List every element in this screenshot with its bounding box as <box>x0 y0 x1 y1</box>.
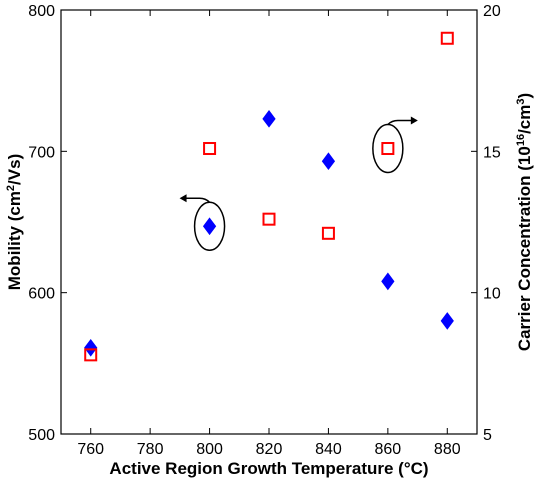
mobility-point <box>321 152 336 171</box>
carrier-concentration-point <box>203 142 217 156</box>
x-tick-label: 860 <box>375 441 402 458</box>
mobility-point <box>84 338 98 357</box>
plot-frame <box>60 9 478 435</box>
carrier-concentration-point <box>381 142 395 156</box>
carrier-concentration-point <box>84 348 98 362</box>
mobility-point <box>262 109 276 128</box>
annotation-arrow-line <box>387 119 414 126</box>
annotation-arrowhead <box>179 194 187 203</box>
x-tick-label: 800 <box>196 441 223 458</box>
y-left-tick-label: 600 <box>28 286 55 303</box>
y-right-tick-label: 5 <box>483 427 492 444</box>
y-left-tick-label: 800 <box>28 3 55 20</box>
y-axis-label-left: Mobility (cm2/Vs) <box>5 154 24 290</box>
mobility-point <box>440 312 454 330</box>
x-tick-label: 820 <box>256 441 283 458</box>
x-tick-label: 780 <box>137 441 164 458</box>
annotation-ellipse <box>372 123 404 174</box>
carrier-concentration-point <box>262 212 276 226</box>
annotations <box>179 116 418 251</box>
carrier-concentration-point <box>321 226 335 240</box>
x-axis-label: Active Region Growth Temperature (°C) <box>109 459 428 478</box>
y-right-tick-label: 15 <box>483 144 501 161</box>
axis-ticks: 760 780 800 820 840 860 880 500 600 700 800 5 10 15 20 <box>28 3 501 458</box>
x-tick-label: 760 <box>77 441 104 458</box>
carrier-concentration-point <box>440 31 454 45</box>
annotation-arrow-line <box>183 197 211 203</box>
mobility-point <box>381 272 395 291</box>
x-tick-label: 840 <box>315 441 342 458</box>
annotation-arrowhead <box>410 116 418 125</box>
y-left-tick-label: 700 <box>28 144 55 161</box>
data-marks <box>84 31 454 362</box>
mobility-point <box>202 217 217 236</box>
y-axis-label-right: Carrier Concentration (1016/cm3) <box>515 93 534 351</box>
y-left-tick-label: 500 <box>28 427 55 444</box>
y-right-tick-label: 20 <box>483 3 501 20</box>
x-tick-label: 880 <box>434 441 461 458</box>
y-right-tick-label: 10 <box>483 286 501 303</box>
